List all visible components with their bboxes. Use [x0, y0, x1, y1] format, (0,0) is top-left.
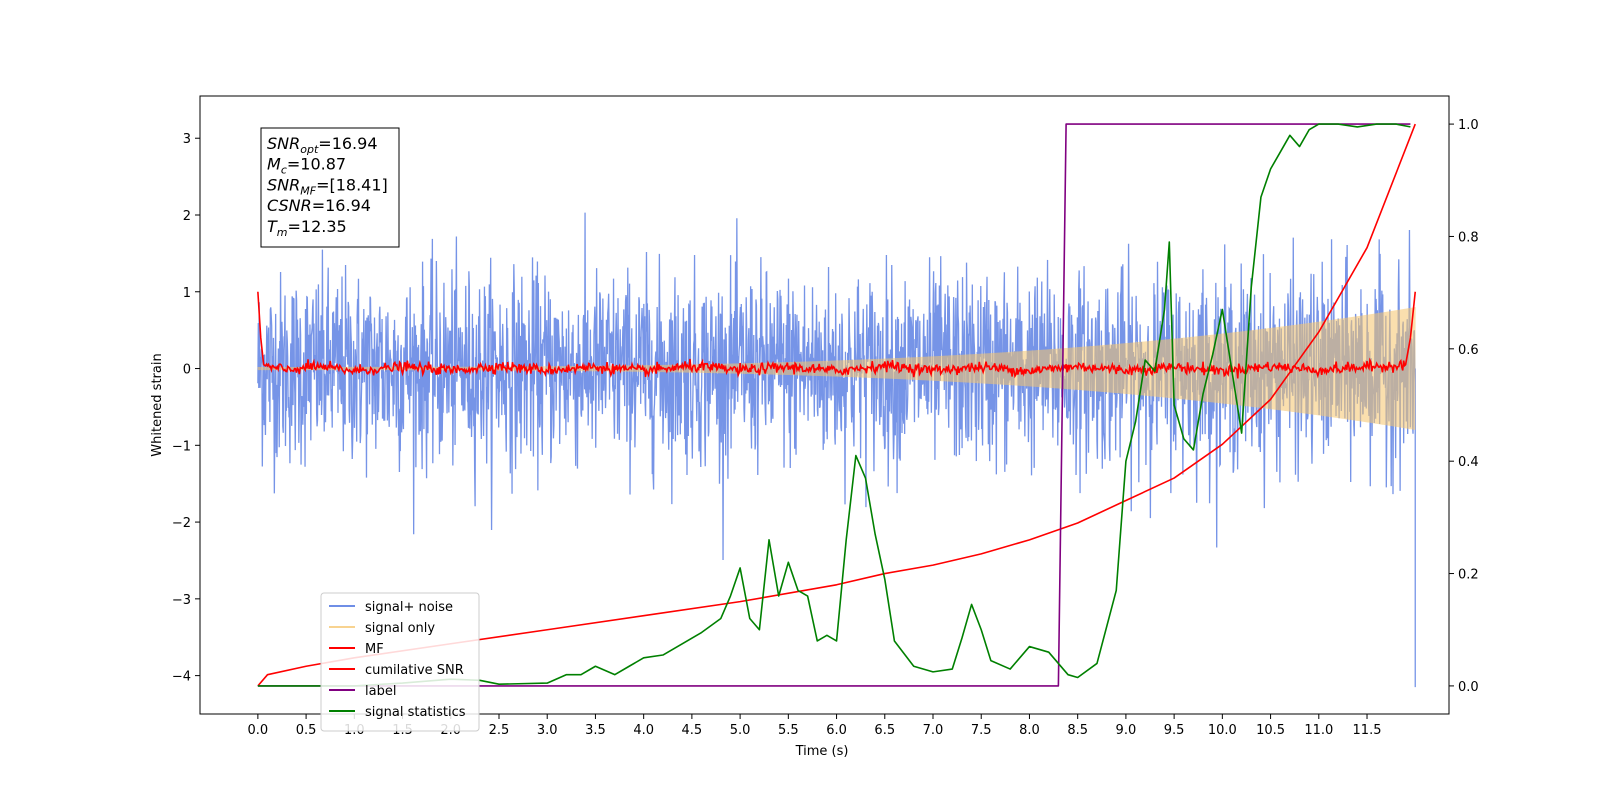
stats-symbol: T: [267, 217, 278, 236]
legend-label: signal only: [365, 621, 435, 636]
stats-subscript: m: [277, 226, 288, 239]
y-tick-label: 3: [183, 132, 191, 147]
stats-subscript: c: [281, 164, 287, 177]
y2-tick-label: 0.4: [1458, 455, 1479, 470]
legend-label: cumilative SNR: [365, 663, 464, 678]
x-tick-label: 4.0: [633, 723, 654, 738]
x-tick-label: 11.5: [1353, 723, 1382, 738]
x-tick-label: 8.0: [1019, 723, 1040, 738]
stats-line: SNRMF=[18.41]: [267, 175, 388, 197]
stats-subscript: MF: [300, 184, 316, 197]
stats-value: =10.87: [287, 155, 346, 174]
stats-line: Tm=12.35: [267, 217, 347, 239]
y2-tick-label: 0.6: [1458, 343, 1479, 358]
legend-label: signal statistics: [365, 705, 466, 720]
x-tick-label: 3.0: [537, 723, 558, 738]
x-tick-label: 10.0: [1208, 723, 1237, 738]
x-tick-label: 5.0: [730, 723, 751, 738]
x-axis-label: Time (s): [795, 744, 849, 759]
x-tick-label: 3.5: [585, 723, 606, 738]
x-tick-label: 9.0: [1116, 723, 1137, 738]
stats-symbol: M: [267, 155, 281, 174]
x-tick-label: 4.5: [682, 723, 703, 738]
y2-axis: 0.0 0.2 0.4 0.6 0.8 1.0: [1449, 118, 1479, 695]
x-tick-label: 2.5: [489, 723, 510, 738]
x-tick-label: 7.5: [971, 723, 992, 738]
y-axis: −4 −3 −2 −1 0 1 2 3: [172, 132, 200, 685]
legend: signal+ noise signal only MF cumilative SNR…: [320, 592, 480, 732]
stats-line: SNRopt=16.94: [267, 134, 378, 156]
y-tick-label: −4: [172, 670, 191, 685]
stats-value: =16.94: [318, 134, 377, 153]
y2-tick-label: 0.8: [1458, 230, 1479, 245]
stats-box-frame: [260, 127, 400, 248]
y-tick-label: −2: [172, 516, 191, 531]
y2-tick-label: 0.2: [1458, 568, 1479, 583]
x-tick-label: 8.5: [1067, 723, 1088, 738]
stats-value: =16.94: [312, 196, 371, 215]
stats-line: Mc=10.87: [267, 155, 346, 177]
stats-value: =[18.41]: [316, 175, 388, 194]
stats-symbol: CSNR: [267, 196, 312, 215]
series-line-label: [257, 123, 1411, 687]
y-tick-label: 1: [183, 286, 191, 301]
stats-box: SNRopt=16.94Mc=10.87SNRMF=[18.41]CSNR=16…: [260, 127, 400, 248]
x-tick-label: 6.0: [826, 723, 847, 738]
x-tick-label: 6.5: [874, 723, 895, 738]
legend-label: MF: [365, 642, 384, 657]
stats-symbol: SNR: [267, 175, 300, 194]
y2-tick-label: 0.0: [1458, 680, 1479, 695]
x-tick-label: 7.0: [923, 723, 944, 738]
y-tick-label: 2: [183, 209, 191, 224]
legend-frame: [320, 592, 480, 732]
x-tick-label: 0.5: [296, 723, 317, 738]
plot-area-frame: [199, 95, 1450, 715]
y-axis-label: Whitened strain: [150, 353, 165, 456]
stats-line: CSNR=16.94: [267, 196, 371, 215]
x-tick-label: 9.5: [1164, 723, 1185, 738]
stats-value: =12.35: [288, 217, 347, 236]
x-tick-label: 0.0: [248, 723, 269, 738]
y-tick-label: −3: [172, 593, 191, 608]
stats-subscript: opt: [300, 143, 319, 156]
x-tick-label: 5.5: [778, 723, 799, 738]
legend-label: label: [365, 684, 396, 699]
series-line-mf: [257, 291, 1417, 379]
y2-tick-label: 1.0: [1458, 118, 1479, 133]
stats-symbol: SNR: [267, 134, 300, 153]
series-line-signal-only: [257, 307, 1416, 430]
legend-label: signal+ noise: [365, 600, 453, 615]
y-tick-label: −1: [172, 439, 191, 454]
x-tick-label: 11.0: [1304, 723, 1333, 738]
x-tick-label: 10.5: [1256, 723, 1285, 738]
y-tick-label: 0: [183, 363, 191, 378]
series-line-signal-noise: [257, 212, 1416, 688]
series-line-signal-statistics: [257, 123, 1411, 687]
